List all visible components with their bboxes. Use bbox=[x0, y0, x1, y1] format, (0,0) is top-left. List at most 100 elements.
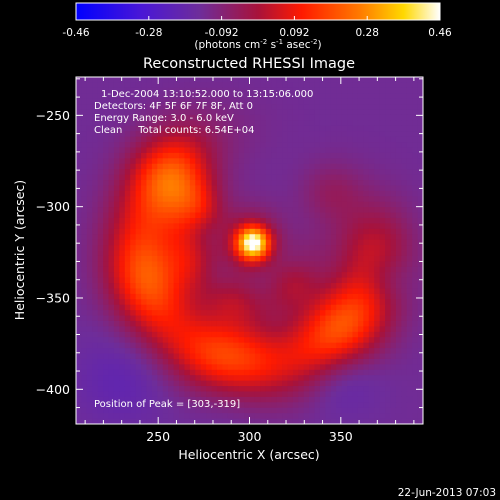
heatmap-cell bbox=[146, 163, 153, 170]
heatmap-cell bbox=[390, 364, 397, 371]
heatmap-cell bbox=[385, 391, 391, 398]
heatmap-cell bbox=[157, 326, 164, 333]
heatmap-cell bbox=[184, 310, 191, 316]
heatmap-cell bbox=[309, 342, 315, 349]
heatmap-cell bbox=[222, 136, 229, 143]
heatmap-cell bbox=[265, 190, 272, 197]
heatmap-cell bbox=[260, 245, 267, 251]
heatmap-cell bbox=[357, 391, 364, 398]
heatmap-cell bbox=[249, 207, 256, 213]
heatmap-cell bbox=[81, 326, 88, 333]
heatmap-cell bbox=[211, 77, 218, 83]
heatmap-cell bbox=[92, 120, 99, 127]
heatmap-cell bbox=[162, 217, 169, 224]
heatmap-cell bbox=[216, 250, 223, 257]
heatmap-cell bbox=[401, 358, 408, 365]
heatmap-cell bbox=[347, 364, 353, 371]
heatmap-cell bbox=[368, 185, 375, 192]
heatmap-cell bbox=[265, 288, 272, 295]
heatmap-cell bbox=[113, 207, 120, 213]
heatmap-cell bbox=[265, 169, 272, 175]
unit-part-4: ) bbox=[318, 39, 322, 51]
heatmap-cell bbox=[379, 174, 386, 181]
heatmap-cell bbox=[303, 201, 310, 208]
heatmap-cell bbox=[233, 342, 240, 349]
heatmap-cell bbox=[368, 87, 375, 94]
heatmap-cell bbox=[298, 326, 305, 333]
heatmap-cell bbox=[173, 337, 180, 344]
heatmap-cell bbox=[368, 169, 375, 175]
heatmap-cell bbox=[81, 266, 88, 273]
heatmap-cell bbox=[86, 315, 93, 322]
heatmap-cell bbox=[292, 255, 299, 262]
heatmap-cell bbox=[195, 250, 202, 257]
heatmap-cell bbox=[314, 342, 321, 349]
heatmap-cell bbox=[352, 331, 359, 338]
heatmap-cell bbox=[86, 190, 93, 197]
heatmap-cell bbox=[206, 245, 212, 251]
heatmap-cell bbox=[357, 342, 364, 349]
heatmap-cell bbox=[292, 413, 299, 419]
heatmap-cell bbox=[292, 310, 299, 316]
heatmap-cell bbox=[303, 174, 310, 181]
heatmap-cell bbox=[124, 348, 131, 354]
heatmap-cell bbox=[211, 98, 218, 105]
heatmap-cell bbox=[374, 163, 381, 170]
heatmap-cell bbox=[184, 402, 191, 409]
heatmap-cell bbox=[238, 315, 245, 322]
heatmap-cell bbox=[141, 364, 147, 371]
heatmap-cell bbox=[401, 293, 408, 300]
heatmap-cell bbox=[113, 250, 120, 257]
heatmap-cell bbox=[292, 239, 299, 246]
heatmap-cell bbox=[314, 185, 321, 192]
heatmap-cell bbox=[233, 98, 240, 105]
heatmap-cell bbox=[374, 190, 381, 197]
heatmap-cell bbox=[347, 245, 353, 251]
heatmap-cell bbox=[179, 217, 185, 224]
heatmap-cell bbox=[309, 190, 315, 197]
heatmap-cell bbox=[298, 315, 305, 322]
heatmap-cell bbox=[206, 272, 212, 279]
heatmap-cell bbox=[135, 158, 142, 165]
heatmap-cell bbox=[249, 93, 256, 100]
heatmap-cell bbox=[341, 255, 348, 262]
heatmap-cell bbox=[146, 407, 153, 414]
heatmap-cell bbox=[146, 375, 153, 382]
heatmap-cell bbox=[130, 152, 137, 159]
heatmap-cell bbox=[227, 104, 234, 110]
heatmap-cell bbox=[254, 196, 261, 203]
heatmap-cell bbox=[124, 391, 131, 398]
heatmap-cell bbox=[347, 104, 353, 110]
heatmap-cell bbox=[189, 142, 196, 148]
heatmap-cell bbox=[385, 77, 391, 83]
heatmap-cell bbox=[352, 142, 359, 148]
heatmap-cell bbox=[124, 114, 131, 121]
heatmap-cell bbox=[81, 331, 88, 338]
heatmap-cell bbox=[119, 293, 126, 300]
heatmap-cell bbox=[157, 391, 164, 398]
heatmap-cell bbox=[151, 396, 158, 403]
heatmap-cell bbox=[417, 272, 423, 279]
heatmap-cell bbox=[271, 407, 278, 414]
heatmap-cell bbox=[179, 283, 185, 289]
heatmap-cell bbox=[265, 158, 272, 165]
heatmap-cell bbox=[319, 250, 326, 257]
x-axis-label: Heliocentric X (arcsec) bbox=[178, 447, 319, 462]
heatmap-cell bbox=[390, 272, 397, 279]
colorbar-tick-label: -0.46 bbox=[62, 27, 89, 39]
heatmap-cell bbox=[417, 369, 423, 376]
heatmap-cell bbox=[325, 337, 332, 344]
heatmap-cell bbox=[113, 299, 120, 306]
heatmap-cell bbox=[216, 93, 223, 100]
heatmap-cell bbox=[244, 402, 250, 409]
heatmap-cell bbox=[146, 380, 153, 387]
heatmap-cell bbox=[200, 163, 207, 170]
heatmap-cell bbox=[292, 217, 299, 224]
heatmap-cell bbox=[92, 147, 99, 154]
heatmap-cell bbox=[124, 201, 131, 208]
heatmap-cell bbox=[108, 250, 115, 257]
heatmap-cell bbox=[162, 142, 169, 148]
heatmap-cell bbox=[233, 413, 240, 419]
heatmap-cell bbox=[244, 320, 250, 327]
heatmap-cell bbox=[179, 136, 185, 143]
